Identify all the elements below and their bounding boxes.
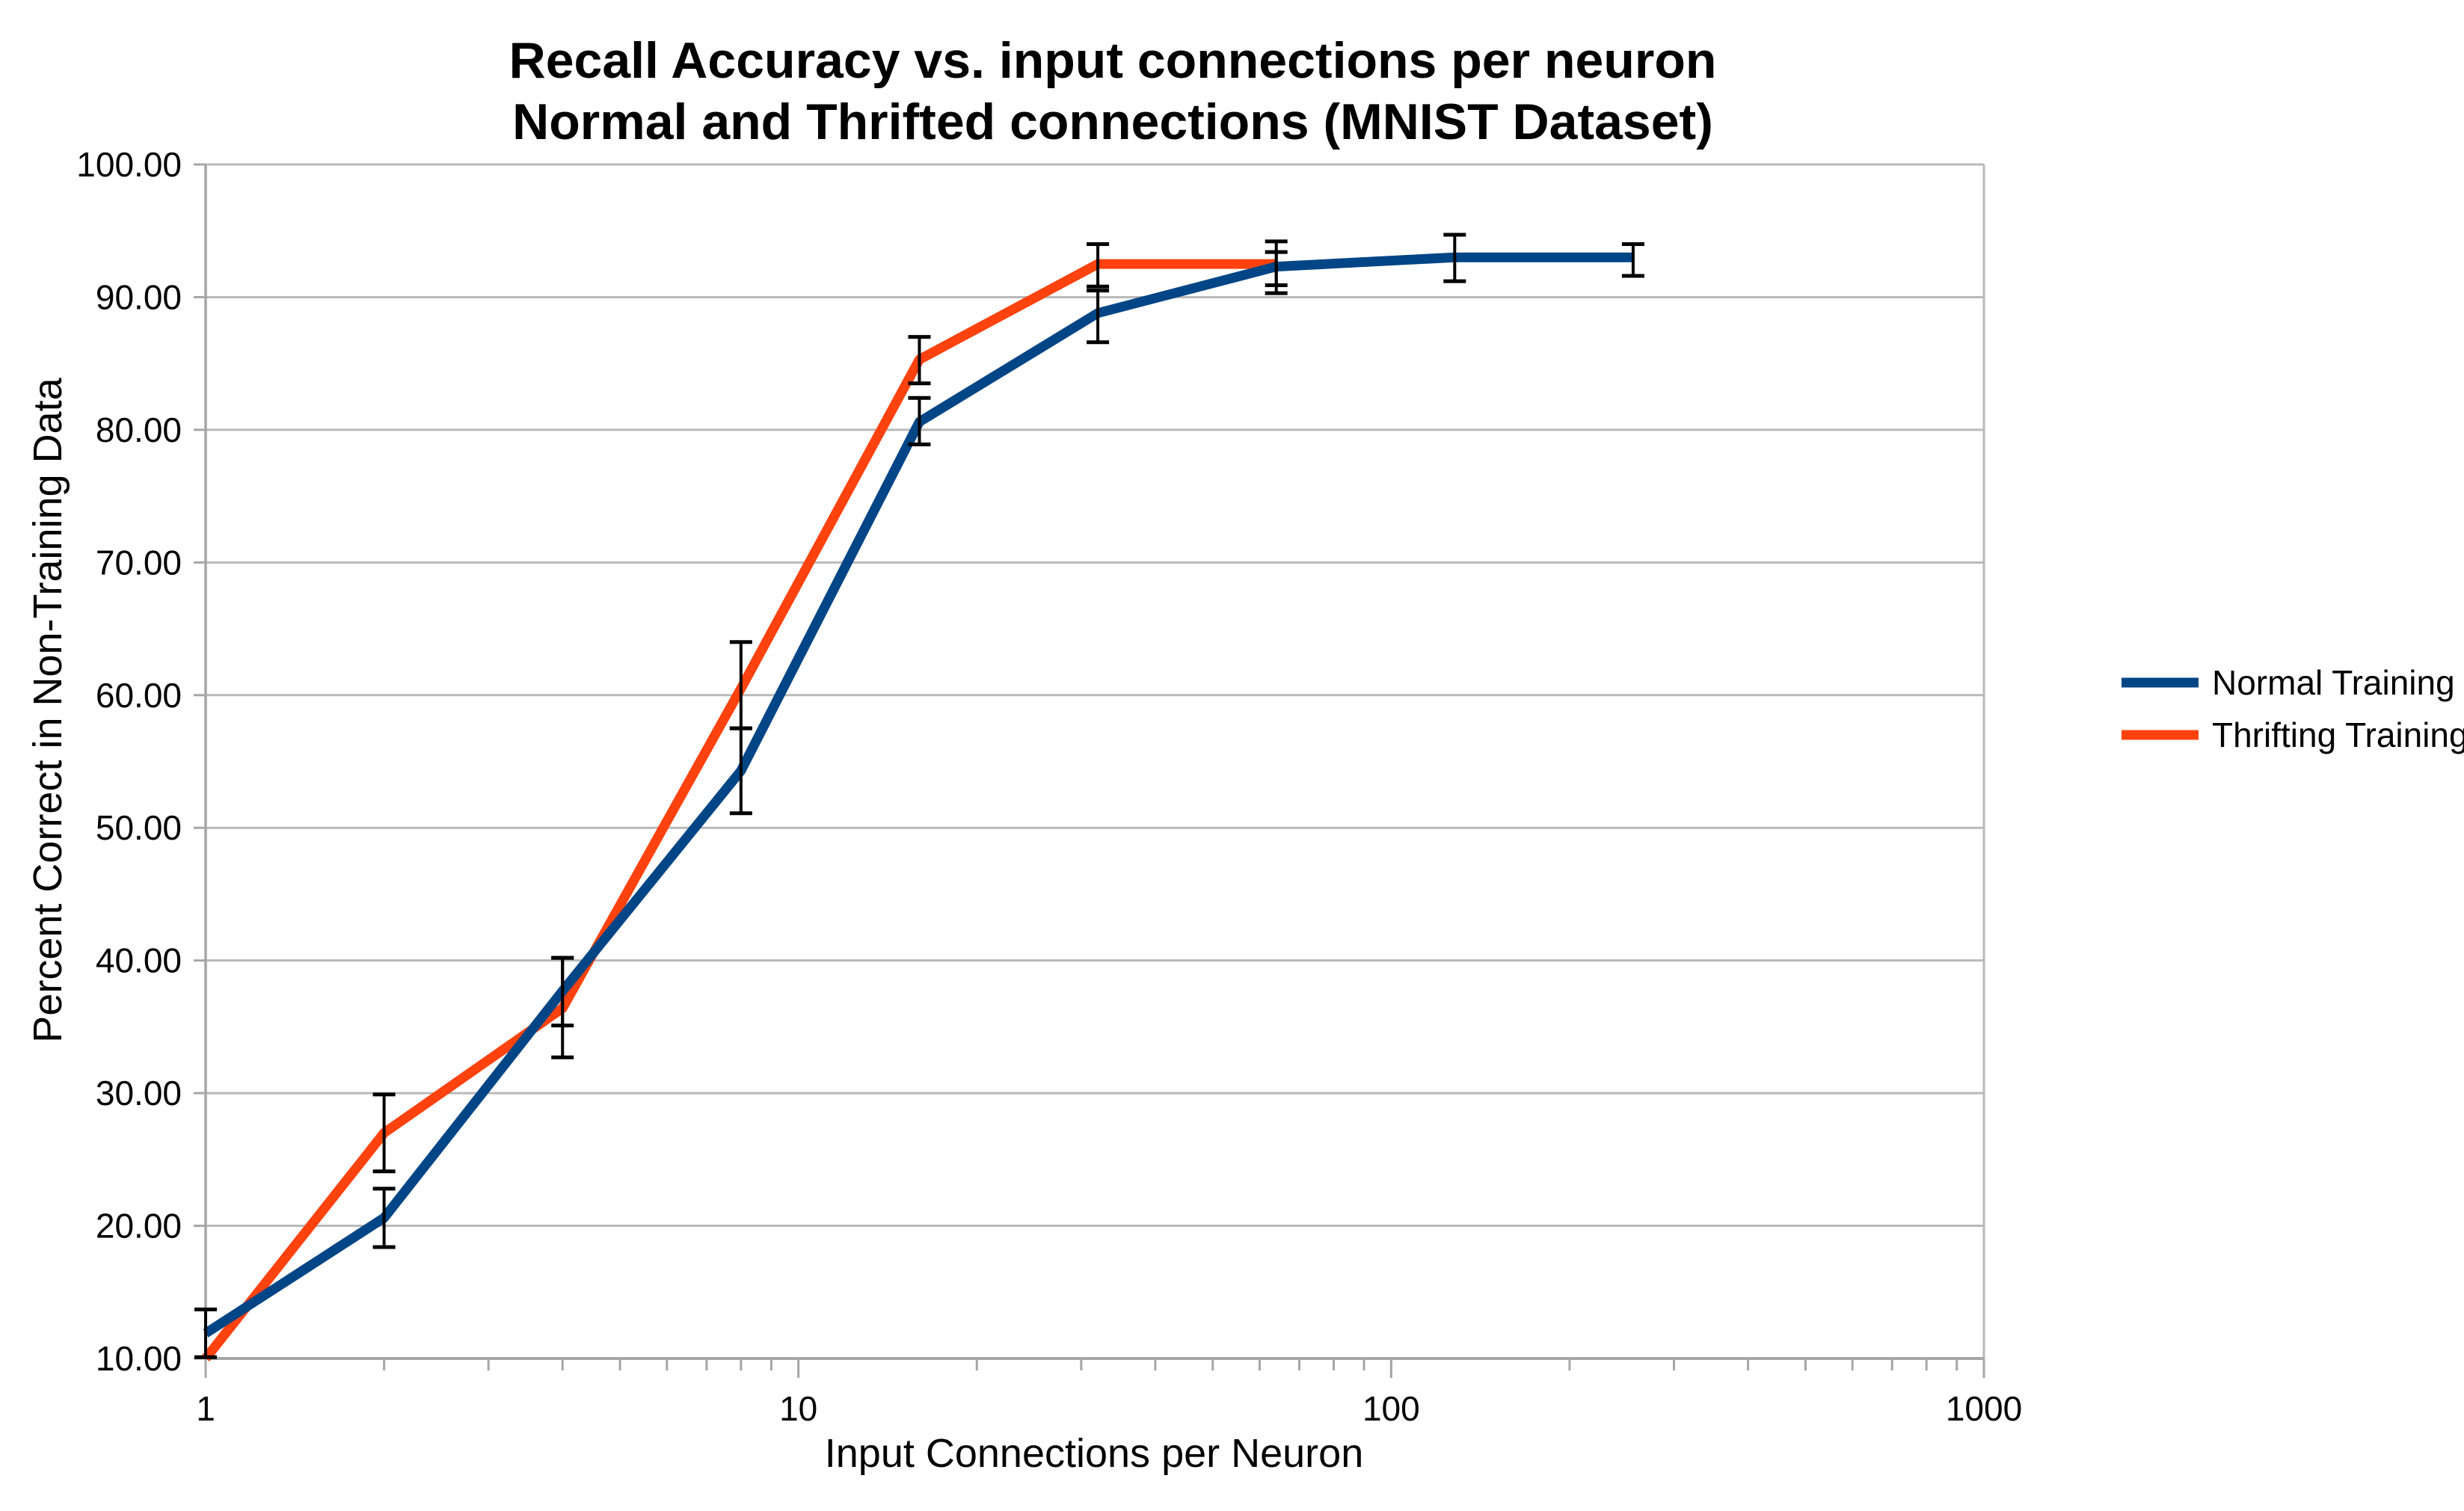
y-tick-label: 40.00 bbox=[96, 941, 182, 980]
error-bar bbox=[194, 1307, 217, 1359]
y-tick-label: 100.00 bbox=[76, 145, 182, 184]
x-tick-label: 10 bbox=[779, 1389, 817, 1428]
y-tick-label: 80.00 bbox=[96, 410, 182, 449]
x-axis-title: Input Connections per Neuron bbox=[825, 1431, 1363, 1476]
y-tick-label: 50.00 bbox=[96, 808, 182, 847]
y-tick-label: 70.00 bbox=[96, 543, 182, 582]
error-bar bbox=[1443, 233, 1466, 283]
x-tick-label: 1 bbox=[196, 1389, 215, 1428]
x-tick-label: 1000 bbox=[1946, 1389, 2022, 1428]
error-bar bbox=[729, 640, 752, 730]
y-tick-label: 60.00 bbox=[96, 676, 182, 715]
legend-label: Thrifting Training bbox=[2212, 716, 2464, 754]
y-tick-label: 10.00 bbox=[96, 1339, 182, 1378]
legend-item-normal-training: Normal Training bbox=[2122, 663, 2455, 702]
y-tick-label: 20.00 bbox=[96, 1207, 182, 1246]
error-bar bbox=[1621, 241, 1644, 278]
error-bar bbox=[908, 396, 931, 446]
error-bar bbox=[908, 335, 931, 386]
error-bar bbox=[372, 1092, 396, 1174]
chart-title-line1: Recall Accuracy vs. input connections pe… bbox=[509, 32, 1717, 89]
error-bar bbox=[1087, 241, 1110, 289]
error-bar bbox=[372, 1187, 396, 1249]
y-tick-label: 90.00 bbox=[96, 277, 182, 316]
chart-title-line2: Normal and Thrifted connections (MNIST D… bbox=[512, 93, 1713, 150]
y-axis-title: Percent Correct in Non-Training Data bbox=[25, 377, 70, 1042]
legend-item-thrifting-training: Thrifting Training bbox=[2122, 716, 2464, 754]
y-tick-label: 30.00 bbox=[96, 1074, 182, 1113]
error-bar bbox=[729, 726, 752, 816]
error-bar bbox=[1265, 239, 1288, 287]
error-bar bbox=[551, 955, 574, 1059]
legend-label: Normal Training bbox=[2212, 663, 2455, 702]
x-tick-label: 100 bbox=[1362, 1389, 1420, 1428]
error-bar bbox=[1087, 289, 1110, 345]
